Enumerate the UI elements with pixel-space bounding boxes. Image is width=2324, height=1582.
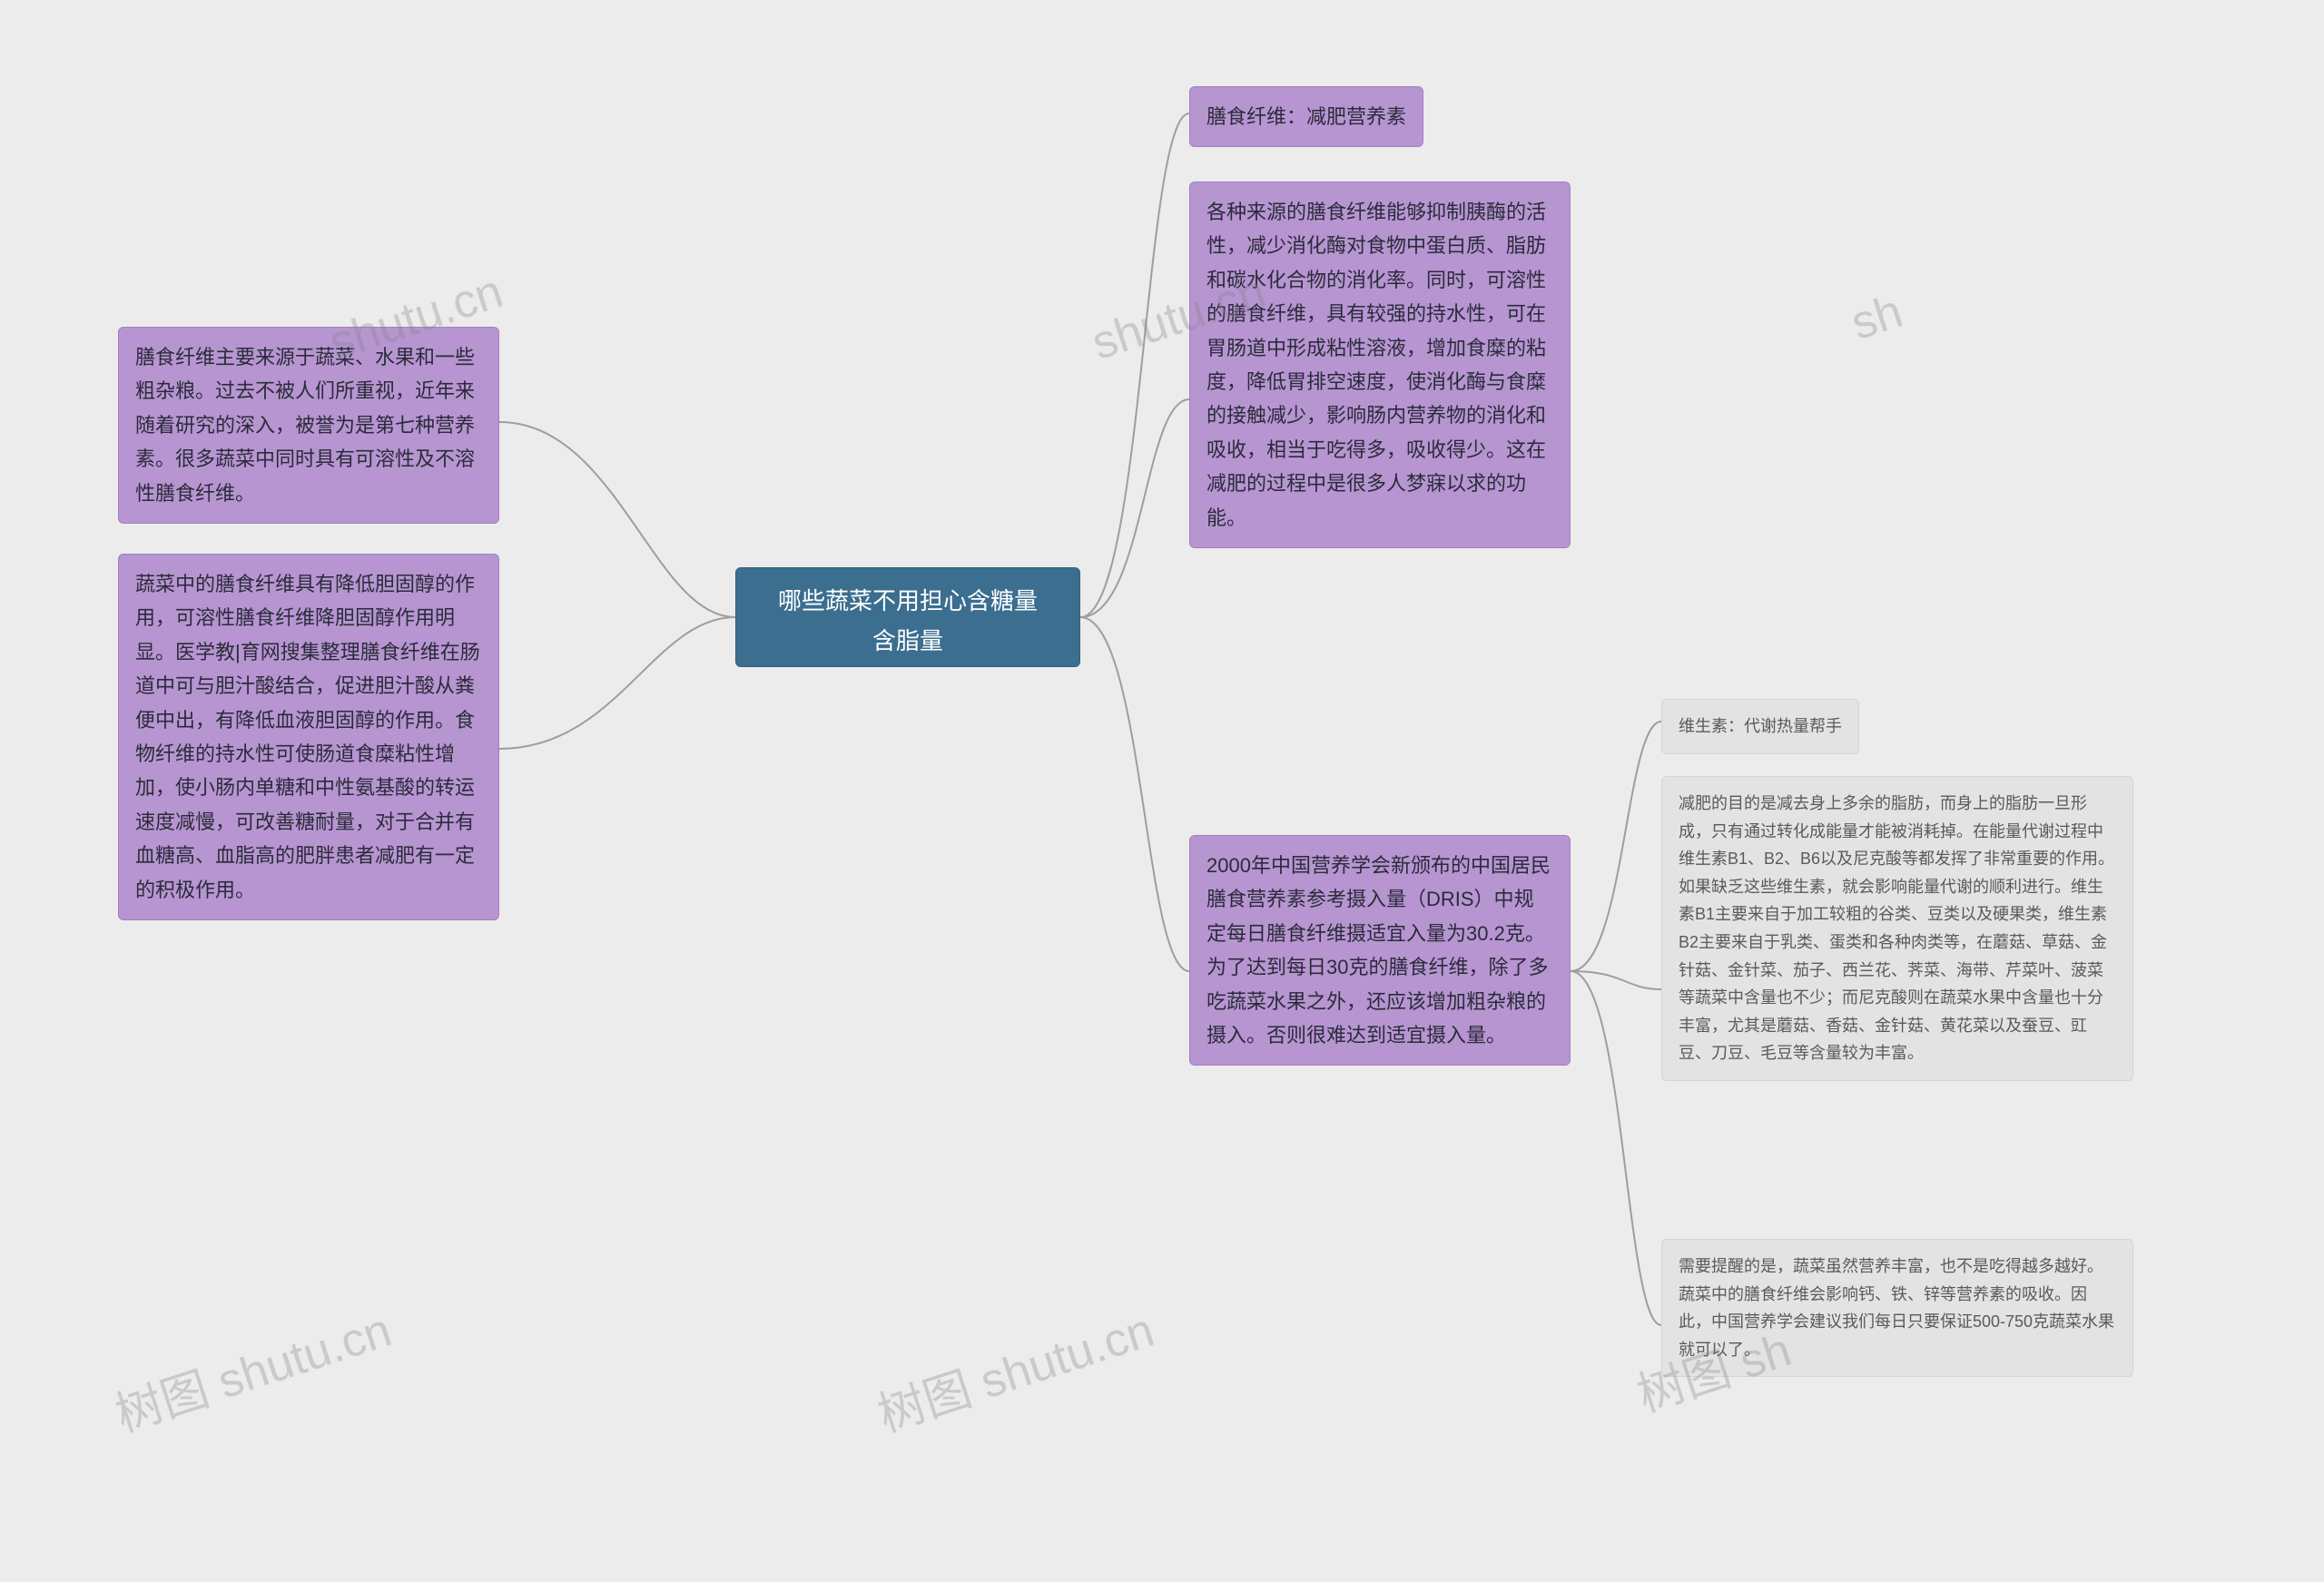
left-node-2-text: 蔬菜中的膳食纤维具有降低胆固醇的作用，可溶性膳食纤维降胆固醇作用明显。医学教|育… xyxy=(135,573,480,901)
gray-node-3-text: 需要提醒的是，蔬菜虽然营养丰富，也不是吃得越多越好。蔬菜中的膳食纤维会影响钙、铁… xyxy=(1679,1257,2114,1359)
right-node-2[interactable]: 各种来源的膳食纤维能够抑制胰酶的活性，减少消化酶对食物中蛋白质、脂肪和碳水化合物… xyxy=(1189,182,1571,548)
left-node-2[interactable]: 蔬菜中的膳食纤维具有降低胆固醇的作用，可溶性膳食纤维降胆固醇作用明显。医学教|育… xyxy=(118,554,499,920)
root-text-line1: 哪些蔬菜不用担心含糖量 xyxy=(778,587,1038,614)
left-node-1-text: 膳食纤维主要来源于蔬菜、水果和一些粗杂粮。过去不被人们所重视，近年来随着研究的深… xyxy=(135,346,475,505)
gray-node-2[interactable]: 减肥的目的是减去身上多余的脂肪，而身上的脂肪一旦形成，只有通过转化成能量才能被消… xyxy=(1661,776,2133,1081)
gray-node-3[interactable]: 需要提醒的是，蔬菜虽然营养丰富，也不是吃得越多越好。蔬菜中的膳食纤维会影响钙、铁… xyxy=(1661,1239,2133,1377)
gray-node-2-text: 减肥的目的是减去身上多余的脂肪，而身上的脂肪一旦形成，只有通过转化成能量才能被消… xyxy=(1679,794,2114,1062)
watermark: sh xyxy=(1845,284,1909,351)
watermark: 树图 shutu.cn xyxy=(868,1292,1161,1445)
root-text-line2: 含脂量 xyxy=(872,627,943,654)
left-node-1[interactable]: 膳食纤维主要来源于蔬菜、水果和一些粗杂粮。过去不被人们所重视，近年来随着研究的深… xyxy=(118,327,499,524)
gray-node-1[interactable]: 维生素：代谢热量帮手 xyxy=(1661,699,1859,754)
right-node-1[interactable]: 膳食纤维：减肥营养素 xyxy=(1189,86,1423,147)
right-node-2-text: 各种来源的膳食纤维能够抑制胰酶的活性，减少消化酶对食物中蛋白质、脂肪和碳水化合物… xyxy=(1206,201,1546,529)
right-node-1-text: 膳食纤维：减肥营养素 xyxy=(1206,105,1406,128)
gray-node-1-text: 维生素：代谢热量帮手 xyxy=(1679,717,1842,735)
root-node[interactable]: 哪些蔬菜不用担心含糖量 含脂量 xyxy=(735,567,1080,667)
right-node-3[interactable]: 2000年中国营养学会新颁布的中国居民膳食营养素参考摄入量（DRIS）中规定每日… xyxy=(1189,835,1571,1066)
watermark: 树图 shutu.cn xyxy=(105,1292,399,1445)
right-node-3-text: 2000年中国营养学会新颁布的中国居民膳食营养素参考摄入量（DRIS）中规定每日… xyxy=(1206,854,1551,1046)
